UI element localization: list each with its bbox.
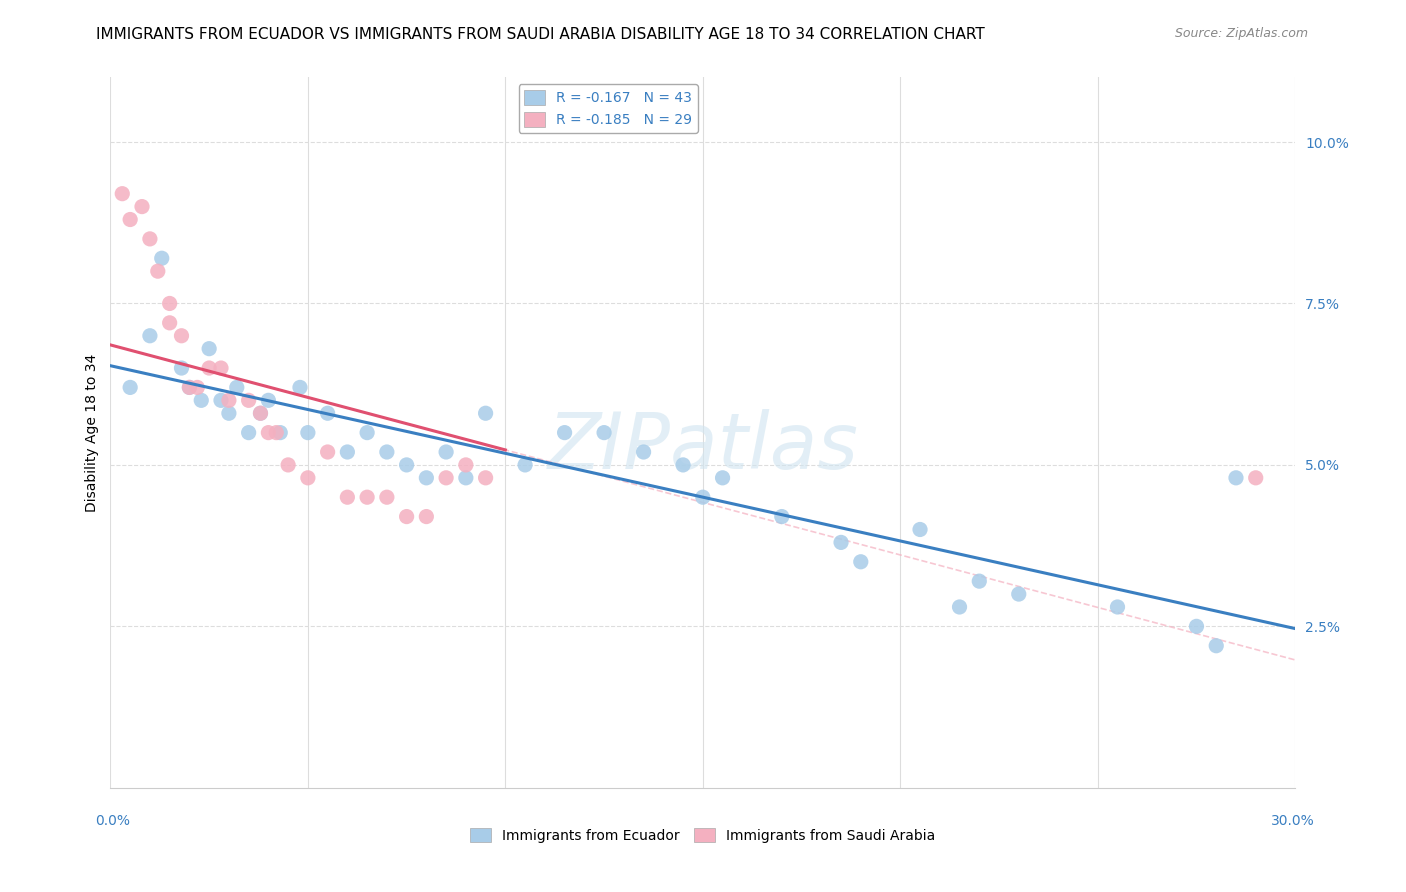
Text: ZIPatlas: ZIPatlas xyxy=(547,409,858,485)
Point xyxy=(159,296,181,310)
Point xyxy=(415,471,437,485)
Point xyxy=(336,490,359,504)
Y-axis label: Disability Age 18 to 34: Disability Age 18 to 34 xyxy=(86,353,100,512)
Point xyxy=(209,393,232,408)
Point xyxy=(711,471,734,485)
Point xyxy=(415,509,437,524)
Point xyxy=(225,380,247,394)
Point xyxy=(395,509,418,524)
Point xyxy=(198,342,221,356)
Point xyxy=(454,471,477,485)
Point xyxy=(218,406,240,420)
Point xyxy=(356,490,378,504)
Point xyxy=(179,380,201,394)
Point xyxy=(238,393,260,408)
Text: 0.0%: 0.0% xyxy=(96,814,131,828)
Point xyxy=(316,406,339,420)
Point xyxy=(1205,639,1227,653)
Point xyxy=(375,445,398,459)
Point xyxy=(1107,599,1129,614)
Point xyxy=(593,425,616,440)
Point xyxy=(474,406,496,420)
Point xyxy=(120,380,142,394)
Point xyxy=(249,406,271,420)
Point xyxy=(170,328,193,343)
Point xyxy=(830,535,852,549)
Point xyxy=(395,458,418,472)
Point xyxy=(186,380,208,394)
Point xyxy=(170,361,193,376)
Point xyxy=(633,445,655,459)
Point xyxy=(131,200,153,214)
Text: 30.0%: 30.0% xyxy=(1271,814,1315,828)
Point xyxy=(1225,471,1247,485)
Point xyxy=(967,574,990,589)
Point xyxy=(257,393,280,408)
Point xyxy=(474,471,496,485)
Point xyxy=(454,458,477,472)
Point xyxy=(770,509,793,524)
Point xyxy=(198,361,221,376)
Point xyxy=(277,458,299,472)
Point xyxy=(672,458,695,472)
Point xyxy=(908,523,931,537)
Point xyxy=(257,425,280,440)
Point xyxy=(336,445,359,459)
Point xyxy=(948,599,970,614)
Point xyxy=(159,316,181,330)
Point xyxy=(1244,471,1267,485)
Point xyxy=(190,393,212,408)
Point xyxy=(434,471,457,485)
Point xyxy=(1008,587,1031,601)
Point xyxy=(1185,619,1208,633)
Point xyxy=(179,380,201,394)
Point xyxy=(513,458,536,472)
Point xyxy=(849,555,872,569)
Point xyxy=(139,328,162,343)
Point xyxy=(238,425,260,440)
Point xyxy=(218,393,240,408)
Point xyxy=(297,425,319,440)
Point xyxy=(297,471,319,485)
Point xyxy=(120,212,142,227)
Point xyxy=(146,264,169,278)
Legend: R = -0.167   N = 43, R = -0.185   N = 29: R = -0.167 N = 43, R = -0.185 N = 29 xyxy=(519,85,697,133)
Point xyxy=(692,490,714,504)
Point xyxy=(434,445,457,459)
Text: IMMIGRANTS FROM ECUADOR VS IMMIGRANTS FROM SAUDI ARABIA DISABILITY AGE 18 TO 34 : IMMIGRANTS FROM ECUADOR VS IMMIGRANTS FR… xyxy=(96,27,984,42)
Point xyxy=(288,380,311,394)
Point xyxy=(249,406,271,420)
Point xyxy=(111,186,134,201)
Point xyxy=(209,361,232,376)
Point xyxy=(266,425,288,440)
Point xyxy=(554,425,576,440)
Point xyxy=(139,232,162,246)
Point xyxy=(375,490,398,504)
Point xyxy=(316,445,339,459)
Text: Source: ZipAtlas.com: Source: ZipAtlas.com xyxy=(1174,27,1308,40)
Point xyxy=(269,425,291,440)
Point xyxy=(356,425,378,440)
Point xyxy=(150,252,173,266)
